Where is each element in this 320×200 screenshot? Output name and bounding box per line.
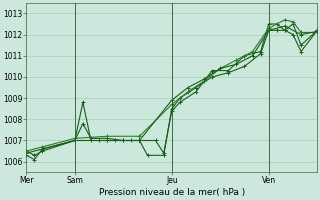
X-axis label: Pression niveau de la mer( hPa ): Pression niveau de la mer( hPa ) (99, 188, 245, 197)
